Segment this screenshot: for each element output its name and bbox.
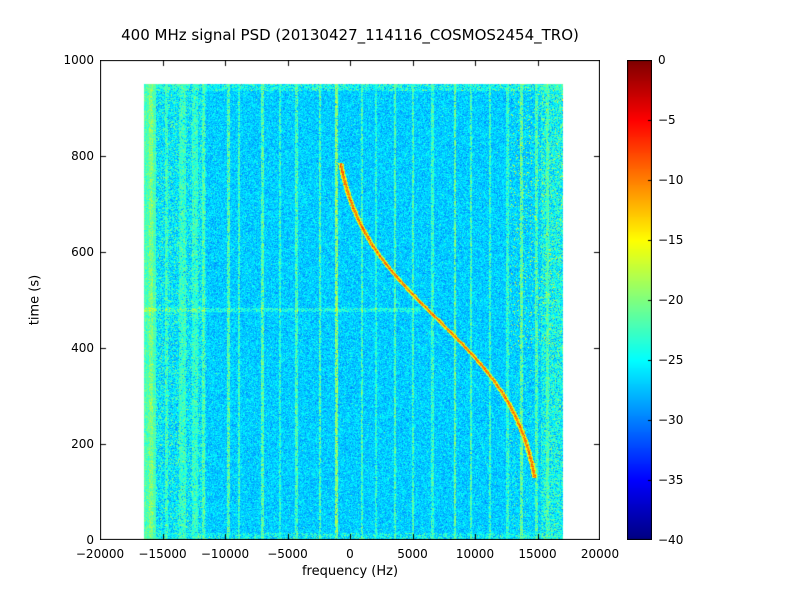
colorbar-tick-label: 0 bbox=[658, 53, 666, 67]
y-tick-label: 600 bbox=[71, 245, 94, 259]
x-tick-label: −5000 bbox=[267, 547, 308, 561]
colorbar-tick-label: −10 bbox=[658, 173, 684, 187]
colorbar-tick-label: −35 bbox=[658, 473, 684, 487]
colorbar-canvas bbox=[627, 60, 652, 540]
y-tick-label: 400 bbox=[71, 341, 94, 355]
y-tick-label: 1000 bbox=[63, 53, 94, 67]
y-tick-label: 800 bbox=[71, 149, 94, 163]
x-tick-label: 15000 bbox=[518, 547, 557, 561]
x-tick-label: 20000 bbox=[580, 547, 620, 561]
y-tick-label: 0 bbox=[86, 533, 94, 547]
x-tick-label: 5000 bbox=[397, 547, 428, 561]
x-tick-label: −20000 bbox=[75, 547, 125, 561]
colorbar-tick-label: −30 bbox=[658, 413, 684, 427]
colorbar-tick-label: −15 bbox=[658, 233, 684, 247]
colorbar-tick-label: −20 bbox=[658, 293, 684, 307]
x-tick-label: −15000 bbox=[138, 547, 187, 561]
spectrogram-canvas bbox=[100, 60, 600, 540]
y-tick-label: 200 bbox=[71, 437, 94, 451]
x-tick-label: 10000 bbox=[455, 547, 495, 561]
y-axis-label: time (s) bbox=[27, 274, 43, 326]
x-tick-label: −10000 bbox=[200, 547, 250, 561]
colorbar-tick-label: −40 bbox=[658, 533, 684, 547]
colorbar-tick-label: −5 bbox=[658, 113, 676, 127]
colorbar-tick-label: −25 bbox=[658, 353, 684, 367]
plot-title: 400 MHz signal PSD (20130427_114116_COSM… bbox=[121, 26, 579, 44]
x-tick-label: 0 bbox=[346, 547, 354, 561]
x-axis-label: frequency (Hz) bbox=[301, 564, 399, 579]
